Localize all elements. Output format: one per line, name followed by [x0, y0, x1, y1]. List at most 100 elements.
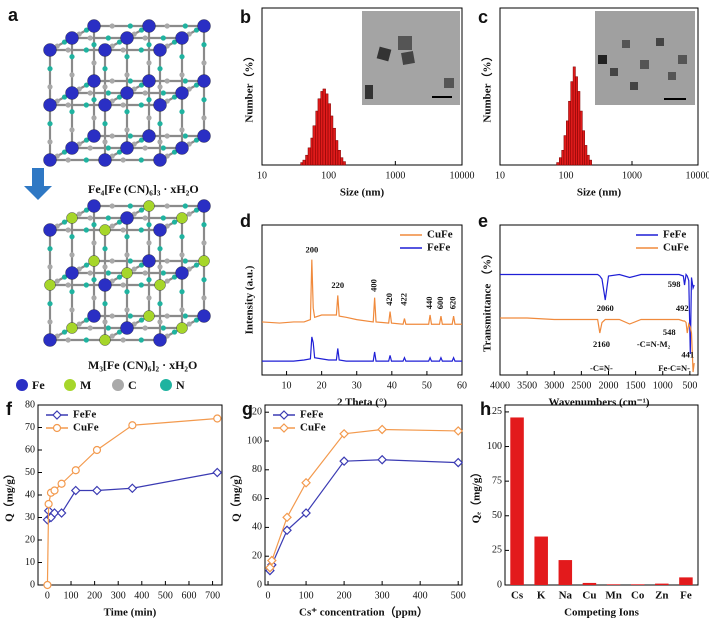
- plot-frame: [499, 224, 699, 376]
- x-tick-label: 1000: [653, 380, 673, 391]
- atom-n: [138, 317, 145, 323]
- bar: [510, 417, 524, 585]
- marker: [266, 555, 277, 566]
- atom-c: [47, 264, 53, 270]
- atom-fe: [197, 129, 211, 143]
- atom-n: [83, 282, 89, 288]
- atom-n: [83, 317, 90, 323]
- y-tick-label: 80: [25, 399, 35, 410]
- atom-c: [76, 321, 82, 327]
- x-tick-label: 20: [317, 380, 327, 391]
- atom-n: [138, 282, 144, 288]
- y-tick-label: 50: [492, 510, 502, 521]
- atom-c: [146, 240, 152, 246]
- atom-fe: [65, 266, 79, 280]
- atom-m: [176, 212, 188, 224]
- atom-fe: [87, 199, 101, 213]
- atom-fe: [65, 31, 79, 45]
- atom-c: [91, 60, 97, 66]
- formula-top: Fe₄[Fe (CN)₆]₃ · xH₂O: [88, 182, 199, 196]
- x-tick-label: 1000: [385, 170, 405, 181]
- x-axis-label: 2 Theta (°): [337, 397, 387, 409]
- atom-fe: [98, 278, 112, 292]
- atom-c: [109, 258, 115, 264]
- atom-c: [201, 240, 207, 246]
- marker: [57, 479, 66, 488]
- atom-n: [124, 234, 130, 240]
- bar: [582, 582, 597, 585]
- atom-fe: [98, 153, 112, 167]
- y-axis-label: Transmittance （%）: [481, 248, 494, 352]
- panel-letter: e: [478, 211, 488, 231]
- marker: [70, 485, 81, 496]
- y-axis-label: Number（%）: [481, 50, 494, 122]
- atom-fe: [142, 19, 156, 33]
- atom-fe: [175, 31, 189, 45]
- atom-n: [105, 270, 111, 276]
- atom-n: [138, 337, 144, 343]
- atom-n: [83, 102, 89, 108]
- atom-c: [124, 127, 130, 133]
- atom-c: [124, 252, 130, 258]
- atom-n: [91, 97, 97, 103]
- atom-n: [105, 145, 111, 151]
- atom-fe: [175, 141, 189, 155]
- y-tick-label: 30: [25, 512, 35, 523]
- atom-fe: [153, 333, 167, 347]
- atom-n: [138, 207, 145, 213]
- atom-n: [138, 262, 145, 268]
- bar: [572, 66, 576, 166]
- bar: [300, 162, 304, 166]
- x-tick-label: 0: [266, 590, 271, 601]
- atom-m: [99, 224, 111, 236]
- atom-n: [160, 145, 166, 151]
- atom-n: [160, 90, 166, 96]
- atom-n: [102, 66, 108, 72]
- atom-n: [182, 313, 188, 319]
- atom-n: [47, 246, 53, 252]
- atom-c: [47, 319, 53, 325]
- atom-c: [120, 282, 126, 288]
- y-tick-label: 75: [492, 475, 502, 486]
- annotation: -C≡N-: [590, 363, 613, 373]
- atom-fe: [98, 98, 112, 112]
- marker: [43, 580, 52, 590]
- atom-c: [65, 102, 71, 108]
- atom-n: [201, 97, 207, 103]
- atom-fe: [197, 199, 211, 213]
- atom-m: [176, 322, 188, 334]
- atom-fe: [87, 309, 101, 323]
- atom-c: [69, 72, 75, 78]
- atom-n: [91, 222, 97, 228]
- atom-n: [61, 94, 68, 100]
- atom-n: [193, 317, 200, 323]
- atom-n: [157, 121, 163, 127]
- atom-c: [146, 295, 152, 301]
- atom-n: [105, 35, 111, 41]
- annotation: 441: [681, 349, 694, 359]
- marker: [301, 477, 311, 488]
- atom-n: [138, 82, 145, 88]
- legend-atom: [160, 379, 172, 391]
- atom-fe: [65, 86, 79, 100]
- annotation: 400: [369, 279, 379, 292]
- atom-n: [182, 23, 188, 29]
- atom-c: [109, 333, 115, 339]
- y-tick-label: 120: [247, 406, 262, 417]
- bar: [302, 159, 306, 166]
- panel-letter: d: [240, 211, 251, 231]
- atom-n: [201, 277, 207, 283]
- atom-n: [193, 137, 200, 143]
- atom-n: [61, 39, 68, 45]
- x-axis-label: Competing Ions: [564, 607, 640, 619]
- atom-m: [143, 200, 155, 212]
- atom-n: [160, 325, 166, 331]
- marker: [71, 466, 80, 475]
- atom-n: [102, 121, 108, 127]
- marker: [339, 456, 349, 467]
- annotation: 2060: [597, 303, 614, 313]
- legend-atom: [64, 379, 76, 391]
- atom-c: [120, 47, 126, 53]
- atom-fe: [98, 43, 112, 57]
- atom-n: [146, 42, 152, 48]
